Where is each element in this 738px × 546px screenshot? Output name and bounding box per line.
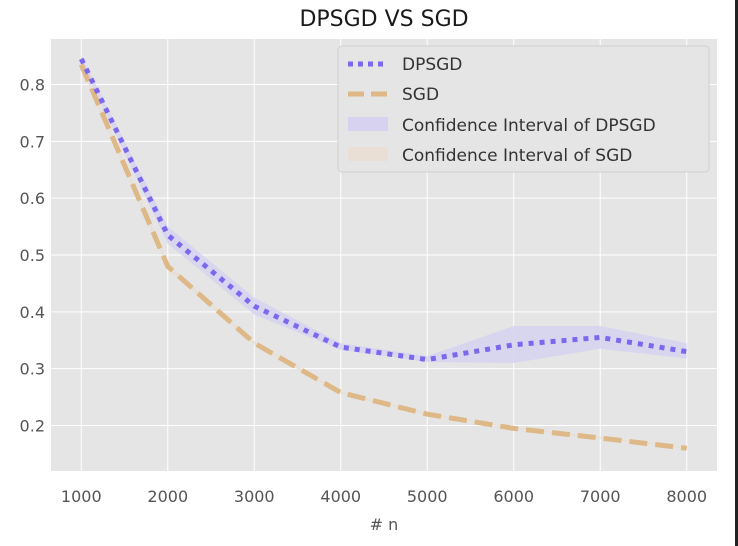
x-tick-label: 6000 [493,487,534,506]
legend-sgd-label: SGD [402,85,439,105]
x-tick-label: 7000 [580,487,621,506]
legend-sgd-ci-label: Confidence Interval of SGD [402,146,632,166]
y-tick-label: 0.5 [20,246,45,265]
y-tick-label: 0.8 [20,75,45,94]
legend-dpsgd-ci-swatch [348,117,388,131]
legend: DPSGD SGD Confidence Interval of DPSGD C… [337,45,710,173]
x-tick-label: 2000 [147,487,188,506]
y-tick-label: 0.2 [20,417,45,436]
y-tick-label: 0.6 [20,189,45,208]
x-tick-label: 4000 [320,487,361,506]
x-tick-label: 1000 [61,487,102,506]
legend-sgd-ci-swatch [348,147,388,161]
y-tick-label: 0.4 [20,303,45,322]
x-tick-label: 5000 [407,487,448,506]
x-tick-label: 3000 [234,487,275,506]
legend-dpsgd-label: DPSGD [402,55,462,75]
chart-title: DPSGD VS SGD [299,7,468,32]
legend-box [337,45,710,173]
legend-dpsgd-ci-label: Confidence Interval of DPSGD [402,116,656,136]
series-lines [78,57,688,451]
x-axis-title: # n [370,515,399,534]
window-edge [735,0,738,546]
y-tick-labels: 0.2 0.3 0.4 0.5 0.6 0.7 0.8 [20,75,45,435]
y-tick-label: 0.3 [20,360,45,379]
x-tick-label: 8000 [666,487,707,506]
sgd-line [78,63,688,451]
dpsgd-line [79,57,688,363]
x-tick-labels: 1000 2000 3000 4000 5000 6000 7000 8000 [61,487,707,506]
y-tick-label: 0.7 [20,132,45,151]
